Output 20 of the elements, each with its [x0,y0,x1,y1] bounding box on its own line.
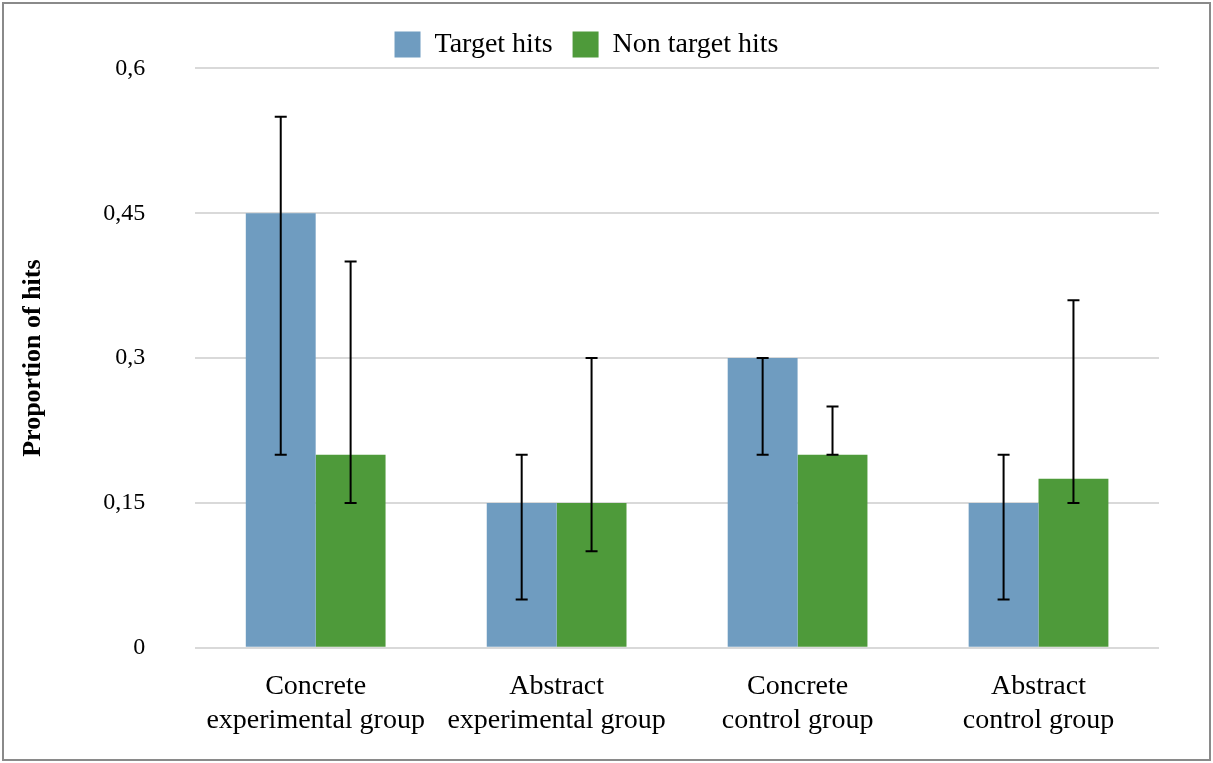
legend-label: Target hits [434,26,553,58]
bar [556,502,627,647]
x-tick-label: Abstract experimental group [447,668,666,734]
y-tick-label: 0,15 [103,488,146,515]
y-tick-label: 0,3 [115,343,146,370]
bar [968,502,1039,647]
bar [245,213,316,647]
bar [797,454,868,647]
bar [315,454,386,647]
x-tick-label: Abstract control group [962,668,1115,734]
y-tick-label: 0,45 [103,198,146,225]
x-tick-label: Concrete experimental group [206,668,425,734]
y-tick-label: 0,6 [115,53,146,80]
bar [486,502,557,647]
legend-label: Non target hits [612,26,779,58]
bar [1038,478,1109,647]
y-tick-label: 0 [133,633,146,660]
bar [727,358,798,647]
x-tick-label: Concrete control group [721,668,874,734]
y-axis-title: Proportion of hits [17,259,47,457]
